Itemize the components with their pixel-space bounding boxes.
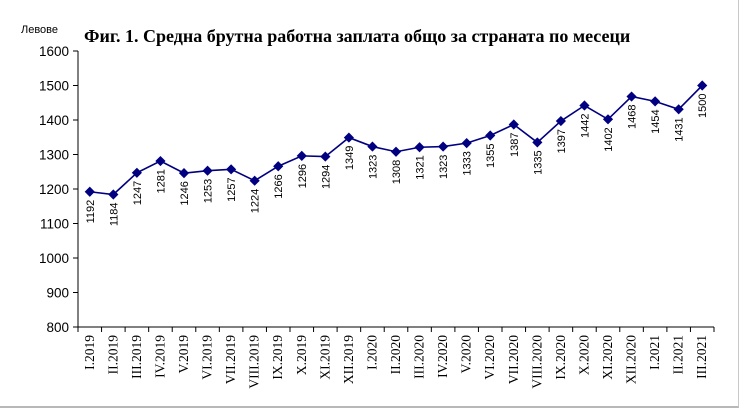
x-tick-label: III.2020 [412, 335, 427, 379]
data-label: 1308 [391, 160, 403, 184]
data-label: 1321 [415, 155, 427, 179]
x-tick-label: VIII.2019 [247, 335, 262, 389]
data-point-marker [367, 141, 378, 152]
x-tick-label: XII.2020 [624, 335, 639, 384]
data-label: 1296 [297, 164, 309, 188]
x-tick-label: V.2020 [459, 335, 474, 374]
data-label: 1281 [155, 169, 167, 193]
data-label: 1397 [556, 129, 568, 153]
x-tick-label: XI.2020 [600, 335, 615, 380]
data-label: 1349 [344, 146, 356, 170]
x-tick-label: II.2021 [671, 335, 686, 374]
data-label: 1184 [108, 203, 120, 227]
data-point-marker [461, 138, 472, 149]
x-tick-label: XI.2019 [317, 335, 332, 380]
data-label: 1387 [509, 132, 521, 156]
data-point-marker [296, 150, 307, 161]
data-point-marker [226, 164, 237, 175]
data-label: 1247 [132, 181, 144, 205]
x-tick-label: II.2019 [105, 335, 120, 375]
data-point-marker [84, 186, 95, 197]
y-tick-label: 1600 [39, 44, 69, 59]
x-tick-label: III.2021 [694, 335, 709, 379]
x-tick-label: X.2020 [576, 335, 591, 375]
y-axis-unit-label: Левове [21, 24, 58, 36]
data-label: 1431 [674, 117, 686, 141]
data-point-marker [249, 175, 260, 186]
x-tick-label: VI.2020 [482, 335, 497, 380]
data-point-marker [273, 161, 284, 172]
x-tick-label: I.2019 [82, 335, 97, 370]
x-tick-label: II.2020 [388, 335, 403, 375]
data-point-marker [579, 100, 590, 111]
data-label: 1335 [532, 150, 544, 174]
data-label: 1355 [485, 144, 497, 168]
data-point-marker [155, 155, 166, 167]
data-label: 1192 [85, 200, 97, 224]
chart-title: Фиг. 1. Средна брутна работна заплата об… [84, 26, 630, 46]
data-label: 1323 [367, 155, 379, 179]
x-tick-label: I.2021 [647, 335, 662, 370]
data-point-marker [485, 130, 496, 141]
data-label: 1323 [438, 155, 450, 179]
data-label: 1257 [226, 177, 238, 201]
x-tick-label: VI.2019 [200, 335, 215, 380]
y-tick-label: 1500 [39, 79, 69, 94]
x-tick-label: X.2019 [294, 335, 309, 375]
x-tick-label: III.2019 [129, 335, 144, 379]
y-tick-label: 1000 [39, 251, 69, 266]
data-point-marker [697, 80, 708, 91]
data-point-marker [202, 165, 213, 176]
data-label: 1266 [273, 174, 285, 198]
x-tick-label: IX.2019 [270, 335, 285, 380]
x-tick-label: VII.2019 [223, 335, 238, 384]
data-label: 1468 [627, 105, 639, 129]
data-point-marker [650, 96, 661, 107]
x-tick-label: IV.2019 [152, 335, 167, 378]
data-point-marker [414, 142, 425, 153]
data-label: 1442 [579, 114, 591, 138]
data-label: 1246 [179, 181, 191, 205]
x-tick-label: IX.2020 [553, 335, 568, 380]
data-label: 1500 [697, 94, 709, 118]
y-tick-label: 1100 [40, 217, 69, 232]
x-tick-label: VIII.2020 [529, 335, 544, 389]
data-point-marker [673, 104, 684, 115]
data-point-marker [178, 168, 190, 179]
y-tick-label: 1200 [39, 182, 69, 197]
y-tick-label: 900 [46, 286, 69, 301]
x-tick-label: V.2019 [176, 335, 191, 374]
data-label: 1294 [320, 165, 332, 189]
data-label: 1253 [203, 179, 215, 203]
data-label: 1454 [650, 109, 662, 133]
x-tick-label: I.2020 [364, 335, 379, 370]
data-label: 1224 [250, 189, 262, 213]
y-tick-label: 800 [46, 320, 69, 335]
y-tick-label: 1400 [39, 113, 69, 128]
x-tick-label: VII.2020 [506, 335, 521, 384]
data-label: 1333 [462, 151, 474, 175]
x-tick-label: IV.2020 [435, 335, 450, 378]
data-point-marker [390, 146, 402, 157]
y-tick-label: 1300 [39, 148, 69, 163]
data-label: 1402 [603, 127, 615, 151]
data-point-marker [438, 141, 449, 152]
x-tick-label: XII.2019 [341, 335, 356, 384]
